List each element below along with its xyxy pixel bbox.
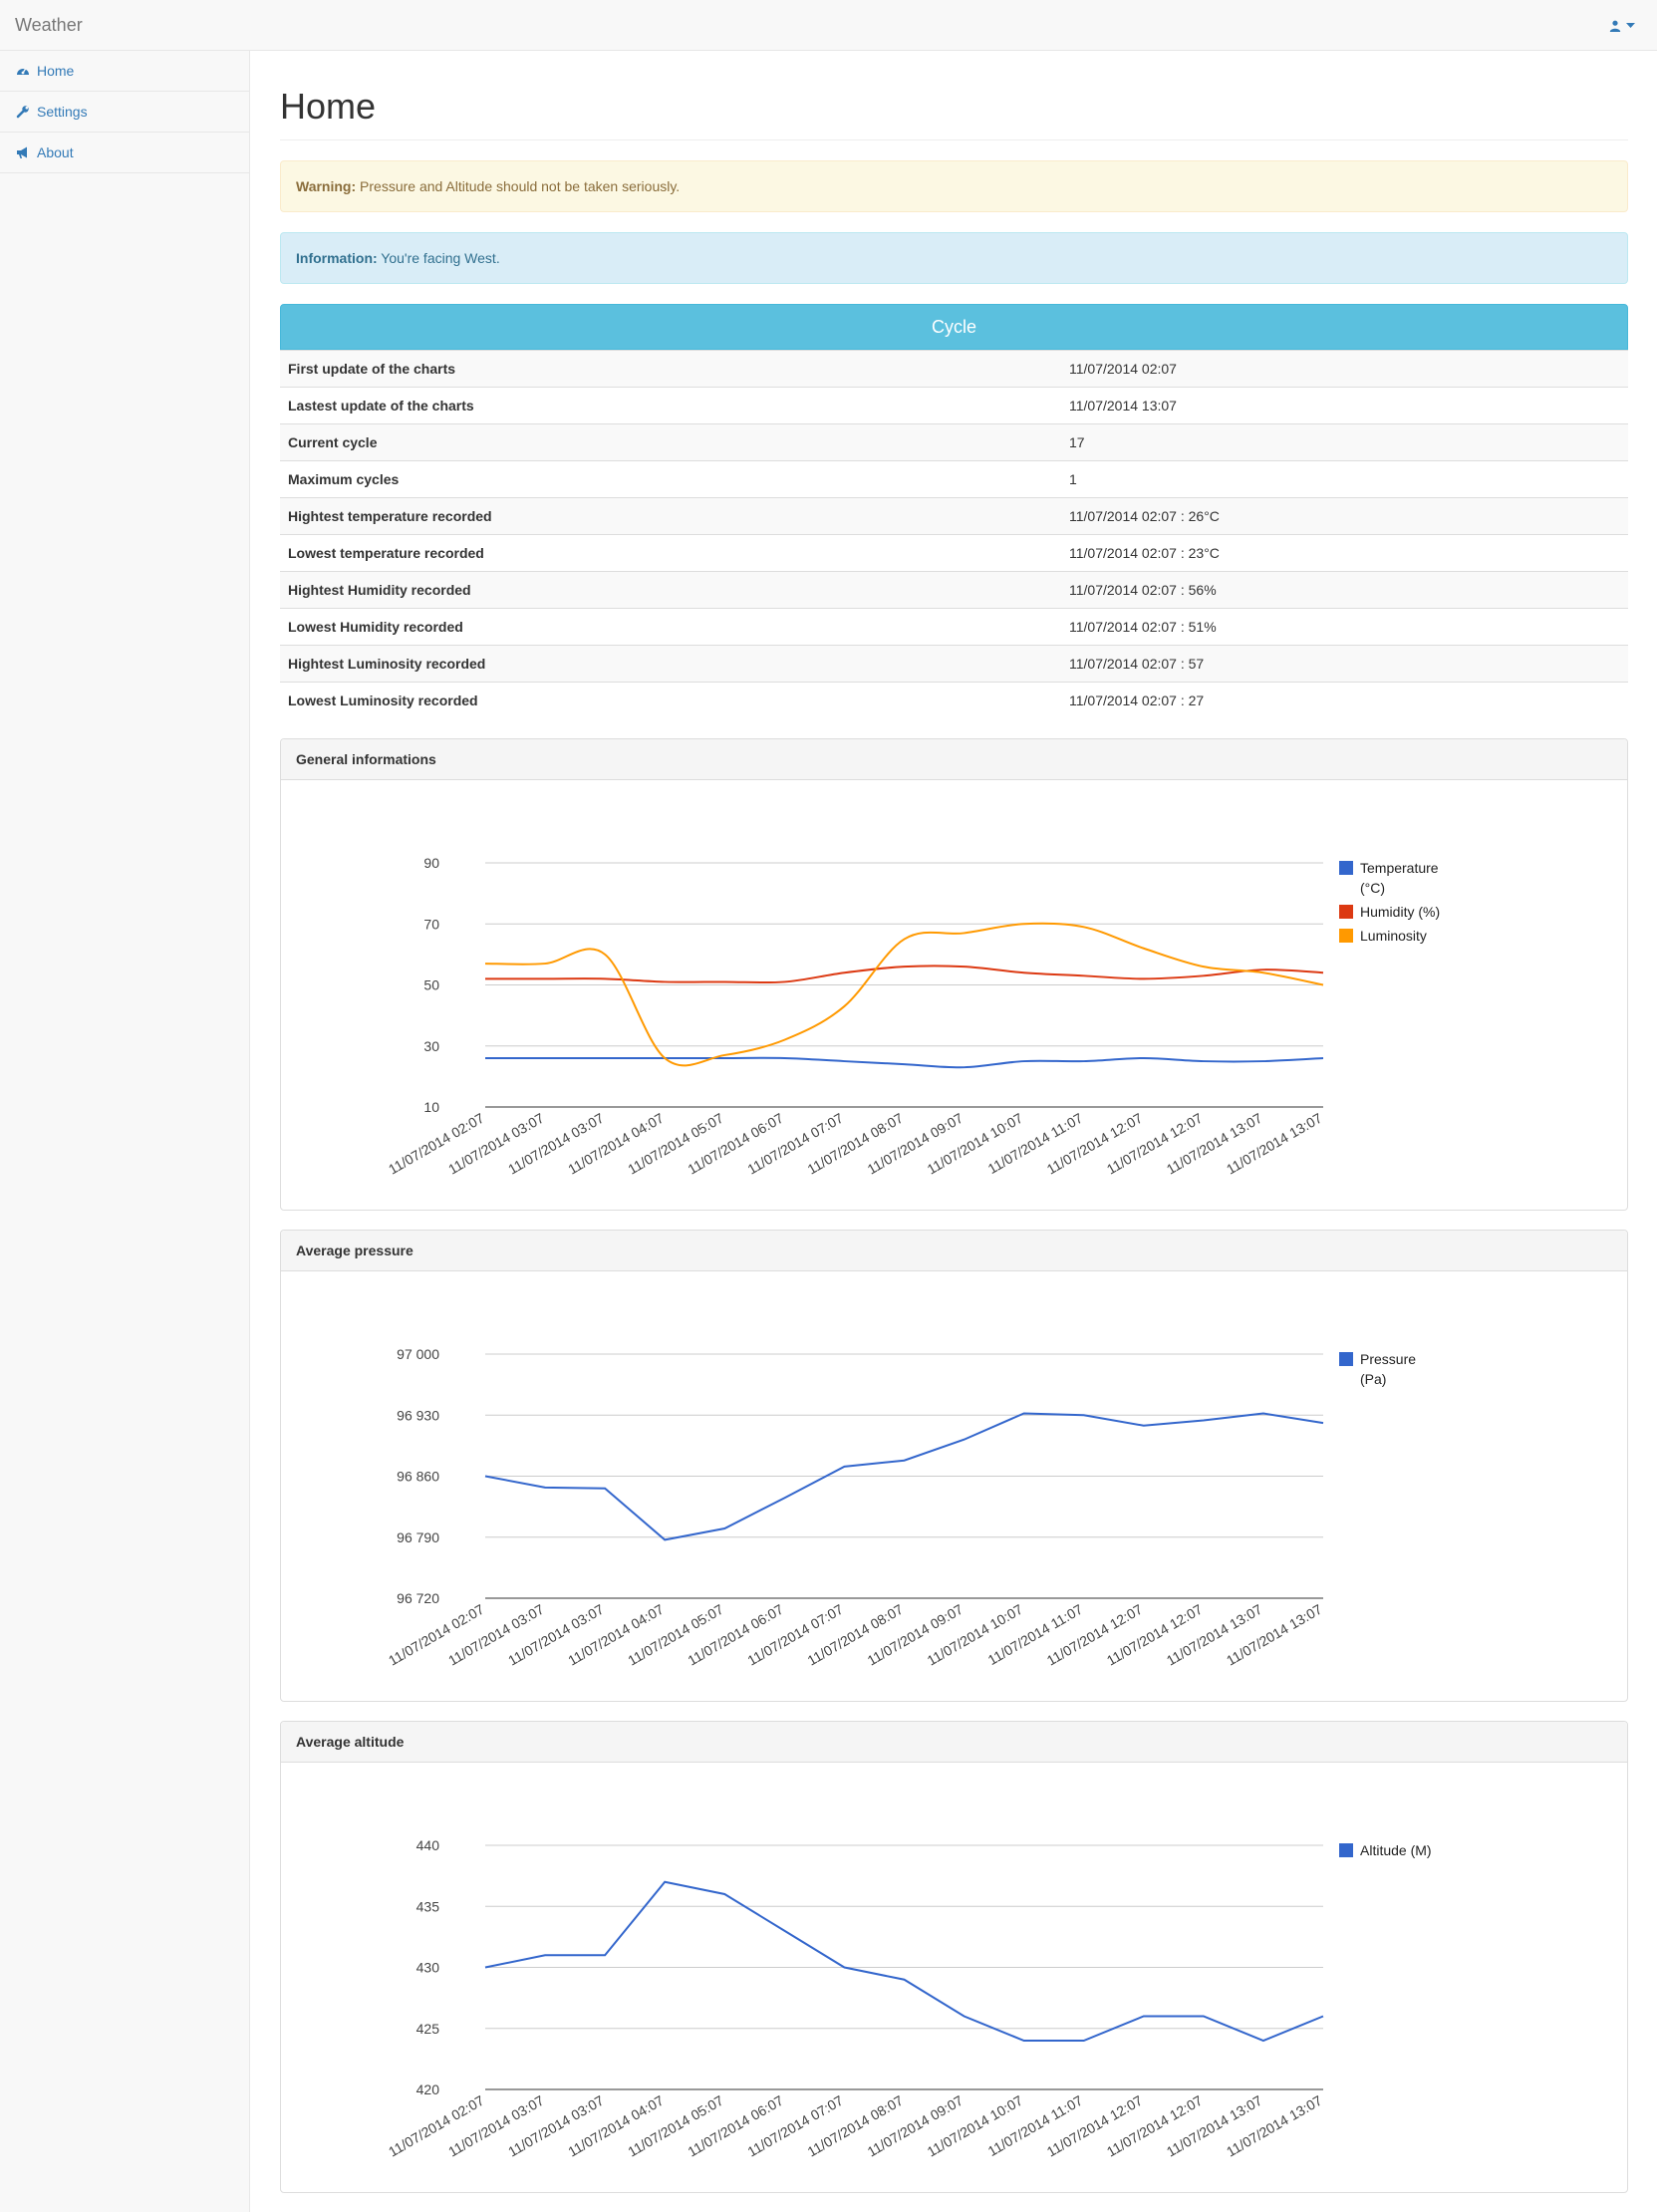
row-value: 11/07/2014 02:07 : 27 (1061, 682, 1628, 719)
series-line (484, 922, 1324, 1067)
row-key: Lowest Humidity recorded (280, 608, 1061, 646)
y-tick-label: 430 (416, 1960, 440, 1976)
row-value: 11/07/2014 02:07 : 26°C (1061, 497, 1628, 535)
user-icon (1609, 20, 1621, 32)
legend-label: Humidity (%) (1360, 904, 1440, 920)
y-tick-label: 96 860 (397, 1469, 439, 1485)
y-tick-label: 96 720 (397, 1590, 439, 1606)
row-key: Maximum cycles (280, 460, 1061, 498)
y-tick-label: 96 790 (397, 1529, 439, 1545)
legend-label: Altitude (M) (1360, 1842, 1432, 1858)
y-tick-label: 10 (423, 1099, 439, 1115)
table-row: Hightest temperature recorded 11/07/2014 … (280, 497, 1628, 535)
panel-title: Average altitude (281, 1722, 1627, 1763)
y-tick-label: 50 (423, 977, 439, 993)
cycle-header: Cycle (280, 304, 1628, 350)
row-value: 11/07/2014 02:07 (1061, 350, 1628, 388)
table-row: Maximum cycles 1 (280, 460, 1628, 498)
sidebar: Home Settings About (0, 51, 250, 2212)
x-tick-label: 11/07/2014 02:07 (386, 1601, 487, 1669)
main-content: Home Warning: Pressure and Altitude shou… (280, 51, 1628, 2193)
info-alert: Information: You're facing West. (280, 232, 1628, 284)
warning-text: Pressure and Altitude should not be take… (356, 178, 681, 194)
legend-label: Temperature (1360, 860, 1439, 876)
row-value: 17 (1061, 423, 1628, 461)
y-tick-label: 425 (416, 2021, 440, 2037)
row-key: Current cycle (280, 423, 1061, 461)
panel-title: General informations (281, 739, 1627, 780)
row-key: Hightest Humidity recorded (280, 571, 1061, 609)
y-tick-label: 30 (423, 1038, 439, 1054)
legend-swatch (1339, 861, 1353, 875)
wrench-icon (16, 106, 29, 119)
row-key: Hightest Luminosity recorded (280, 645, 1061, 683)
row-key: Lowest Luminosity recorded (280, 682, 1061, 719)
sidebar-item-label: Settings (37, 104, 88, 120)
app-brand[interactable]: Weather (15, 15, 83, 35)
row-key: Hightest temperature recorded (280, 497, 1061, 535)
series-line (485, 965, 1324, 984)
y-tick-label: 440 (416, 1837, 440, 1853)
caret-down-icon (1626, 23, 1635, 28)
x-tick-label: 11/07/2014 02:07 (386, 1110, 487, 1178)
cycle-table: First update of the charts 11/07/2014 02:… (280, 350, 1628, 719)
row-key: Lastest update of the charts (280, 387, 1061, 424)
legend-swatch (1339, 1352, 1353, 1366)
y-tick-label: 435 (416, 1898, 440, 1914)
warning-label: Warning: (296, 178, 357, 194)
sidebar-item-label: Home (37, 63, 75, 79)
row-value: 11/07/2014 02:07 : 57 (1061, 645, 1628, 683)
x-tick-label: 11/07/2014 02:07 (386, 2092, 487, 2160)
row-key: Lowest temperature recorded (280, 534, 1061, 572)
row-value: 1 (1061, 460, 1628, 498)
series-line (484, 1412, 1324, 1541)
panel-title: Average pressure (281, 1231, 1627, 1271)
row-value: 11/07/2014 02:07 : 56% (1061, 571, 1628, 609)
legend-label: Luminosity (1360, 928, 1427, 944)
top-navbar: Weather (0, 0, 1657, 51)
y-tick-label: 96 930 (397, 1407, 439, 1423)
sidebar-item-label: About (37, 144, 74, 160)
average-pressure-chart: 97 000 96 930 96 860 96 790 96 72011/07/2014… (386, 1346, 1416, 1669)
average-altitude-panel: Average altitude 440 435 430 425 420 11/07/20… (280, 1721, 1628, 2193)
y-tick-label: 420 (416, 2081, 440, 2097)
table-row: Hightest Luminosity recorded 11/07/2014 0… (280, 645, 1628, 683)
user-menu-button[interactable] (1609, 17, 1635, 35)
legend-swatch (1339, 1843, 1353, 1857)
average-pressure-panel: Average pressure 97 000 96 930 96 860 96 79… (280, 1230, 1628, 1702)
table-row: Lowest Humidity recorded 11/07/2014 02:07… (280, 608, 1628, 646)
info-text: You're facing West. (377, 250, 500, 266)
page-title: Home (280, 51, 1628, 140)
table-row: First update of the charts 11/07/2014 02:… (280, 350, 1628, 388)
legend-label: Pressure (1360, 1351, 1416, 1367)
row-value: 11/07/2014 02:07 : 23°C (1061, 534, 1628, 572)
dashboard-icon (17, 68, 29, 75)
general-info-panel: General informations 90 70 50 30 10 11/07/201… (280, 738, 1628, 1211)
legend-swatch (1339, 929, 1353, 943)
legend-label: (Pa) (1360, 1371, 1386, 1387)
row-value: 11/07/2014 02:07 : 51% (1061, 608, 1628, 646)
table-row: Current cycle 17 (280, 423, 1628, 461)
warning-alert: Warning: Pressure and Altitude should no… (280, 160, 1628, 212)
bullhorn-icon (17, 146, 27, 158)
table-row: Lowest Luminosity recorded 11/07/2014 02:… (280, 682, 1628, 719)
table-row: Lastest update of the charts 11/07/2014 1… (280, 387, 1628, 424)
series-line (485, 1056, 1324, 1069)
legend-label: (°C) (1360, 880, 1385, 896)
table-row: Hightest Humidity recorded 11/07/2014 02:… (280, 571, 1628, 609)
info-label: Information: (296, 250, 378, 266)
sidebar-item-settings[interactable]: Settings (0, 92, 249, 133)
row-key: First update of the charts (280, 350, 1061, 388)
sidebar-item-about[interactable]: About (0, 133, 249, 173)
y-tick-label: 90 (423, 855, 439, 871)
table-row: Lowest temperature recorded 11/07/2014 02… (280, 534, 1628, 572)
sidebar-item-home[interactable]: Home (0, 51, 249, 92)
y-tick-label: 97 000 (397, 1346, 439, 1362)
y-tick-label: 70 (423, 916, 439, 932)
series-line (484, 1880, 1324, 2043)
row-value: 11/07/2014 13:07 (1061, 387, 1628, 424)
legend-swatch (1339, 905, 1353, 919)
